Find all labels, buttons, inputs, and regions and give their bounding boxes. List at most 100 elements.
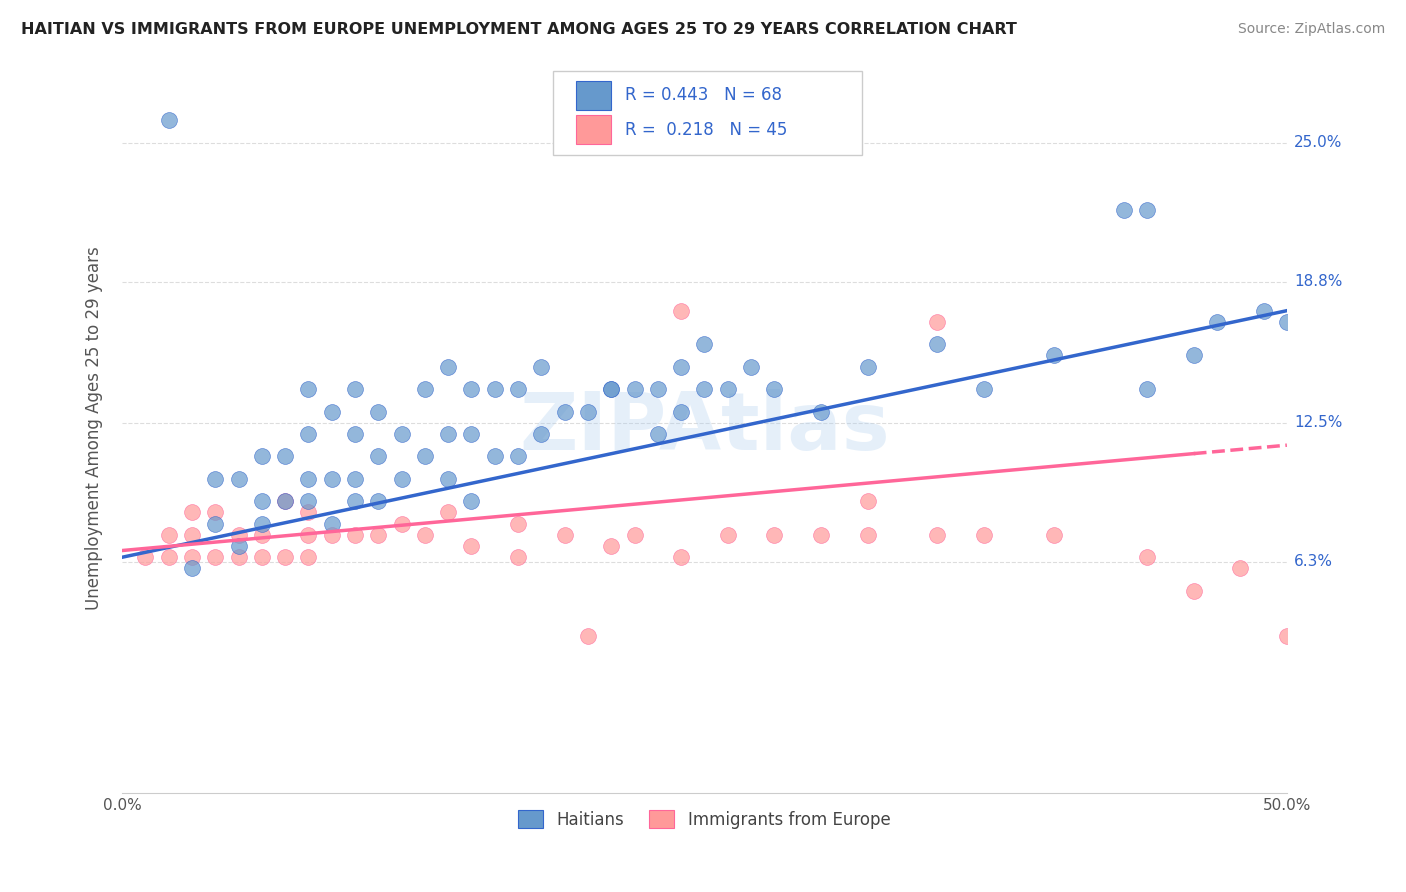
FancyBboxPatch shape — [576, 115, 612, 145]
Text: 12.5%: 12.5% — [1294, 416, 1343, 430]
Point — [460, 539, 482, 553]
Point — [391, 427, 413, 442]
Point — [1136, 382, 1159, 396]
Point — [669, 359, 692, 374]
Point — [554, 528, 576, 542]
Point — [297, 427, 319, 442]
Point — [344, 382, 367, 396]
Point — [157, 528, 180, 542]
Point — [344, 528, 367, 542]
Point — [413, 450, 436, 464]
Point — [856, 494, 879, 508]
Point — [181, 505, 204, 519]
Point — [321, 516, 343, 531]
Point — [693, 382, 716, 396]
Point — [297, 528, 319, 542]
Point — [506, 550, 529, 565]
Point — [367, 404, 389, 418]
Legend: Haitians, Immigrants from Europe: Haitians, Immigrants from Europe — [512, 804, 897, 835]
Point — [460, 427, 482, 442]
Text: R = 0.443   N = 68: R = 0.443 N = 68 — [626, 87, 782, 104]
Point — [437, 505, 460, 519]
Point — [506, 516, 529, 531]
Point — [647, 382, 669, 396]
Point — [1136, 202, 1159, 217]
Point — [669, 550, 692, 565]
Point — [274, 450, 297, 464]
Point — [1112, 202, 1135, 217]
Point — [181, 528, 204, 542]
Point — [134, 550, 156, 565]
Point — [506, 450, 529, 464]
Point — [1043, 528, 1066, 542]
Point — [460, 494, 482, 508]
Point — [367, 494, 389, 508]
Point — [228, 539, 250, 553]
Point — [228, 472, 250, 486]
Point — [600, 382, 623, 396]
Point — [576, 404, 599, 418]
Point — [437, 472, 460, 486]
Point — [600, 382, 623, 396]
Point — [391, 516, 413, 531]
Point — [250, 494, 273, 508]
Point — [321, 472, 343, 486]
Point — [1229, 561, 1251, 575]
Point — [391, 472, 413, 486]
Point — [623, 528, 645, 542]
Point — [623, 382, 645, 396]
Point — [204, 505, 226, 519]
Point — [204, 516, 226, 531]
Point — [274, 550, 297, 565]
Point — [623, 136, 645, 150]
Point — [157, 550, 180, 565]
Point — [413, 528, 436, 542]
Point — [856, 359, 879, 374]
Point — [669, 303, 692, 318]
Point — [250, 550, 273, 565]
FancyBboxPatch shape — [576, 81, 612, 110]
Point — [437, 359, 460, 374]
Point — [344, 472, 367, 486]
Point — [973, 528, 995, 542]
Point — [810, 528, 832, 542]
Point — [297, 494, 319, 508]
Text: HAITIAN VS IMMIGRANTS FROM EUROPE UNEMPLOYMENT AMONG AGES 25 TO 29 YEARS CORRELA: HAITIAN VS IMMIGRANTS FROM EUROPE UNEMPL… — [21, 22, 1017, 37]
Point — [297, 382, 319, 396]
Point — [763, 528, 786, 542]
Point — [413, 382, 436, 396]
Point — [250, 528, 273, 542]
Point — [181, 561, 204, 575]
Point — [250, 450, 273, 464]
Point — [228, 528, 250, 542]
Text: 18.8%: 18.8% — [1294, 274, 1343, 289]
Point — [250, 516, 273, 531]
Point — [204, 550, 226, 565]
Point — [297, 472, 319, 486]
Text: R =  0.218   N = 45: R = 0.218 N = 45 — [626, 120, 787, 138]
Text: 25.0%: 25.0% — [1294, 135, 1343, 150]
Point — [1206, 315, 1229, 329]
Point — [274, 494, 297, 508]
Point — [1275, 315, 1298, 329]
Point — [297, 505, 319, 519]
Point — [810, 404, 832, 418]
Point — [554, 404, 576, 418]
Point — [576, 629, 599, 643]
Point — [530, 359, 553, 374]
FancyBboxPatch shape — [553, 71, 862, 155]
Point — [157, 113, 180, 128]
Point — [1275, 629, 1298, 643]
Point — [484, 450, 506, 464]
Point — [181, 550, 204, 565]
Point — [367, 528, 389, 542]
Text: Source: ZipAtlas.com: Source: ZipAtlas.com — [1237, 22, 1385, 37]
Point — [717, 528, 740, 542]
Text: ZIPAtlas: ZIPAtlas — [519, 389, 890, 467]
Y-axis label: Unemployment Among Ages 25 to 29 years: Unemployment Among Ages 25 to 29 years — [86, 246, 103, 610]
Point — [228, 550, 250, 565]
Point — [274, 494, 297, 508]
Point — [484, 382, 506, 396]
Point — [647, 427, 669, 442]
Point — [693, 337, 716, 351]
